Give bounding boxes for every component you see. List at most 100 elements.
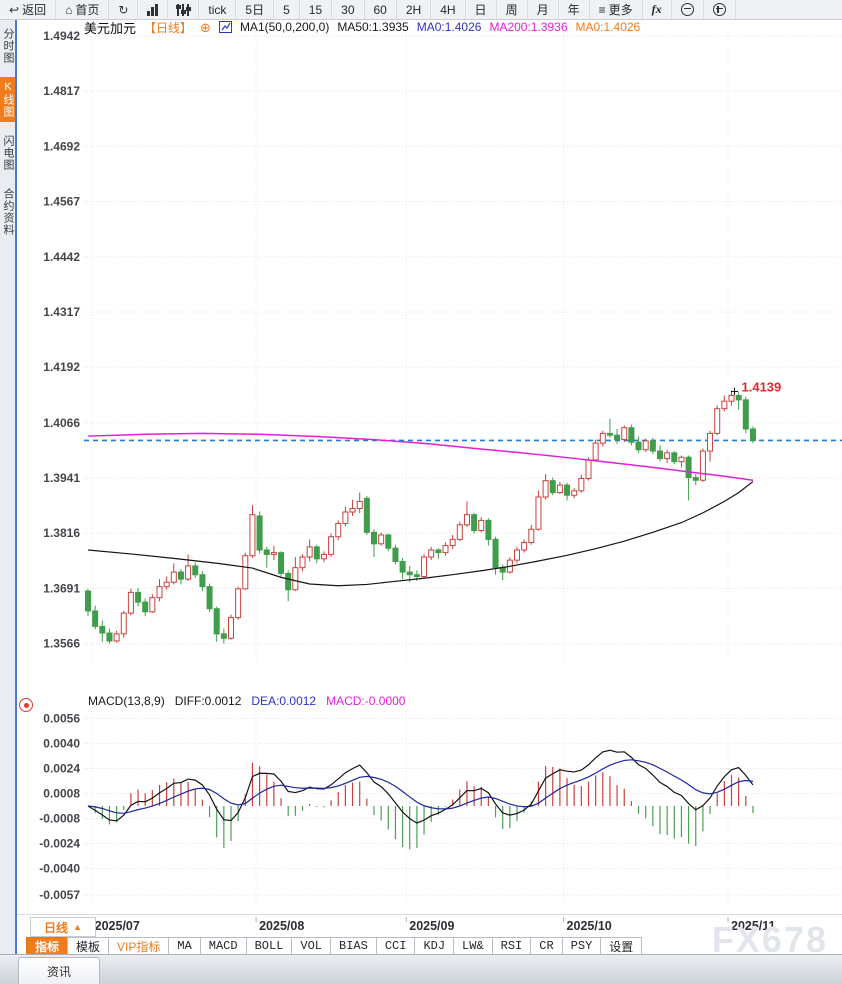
- zoom-out-button[interactable]: [672, 0, 704, 19]
- tab-ma[interactable]: MA: [168, 937, 201, 955]
- zoom-in-button[interactable]: [704, 0, 736, 19]
- refresh-icon: ↻: [118, 2, 129, 17]
- candle-down: [735, 394, 742, 401]
- tab-rsi[interactable]: RSI: [491, 937, 532, 955]
- price-axis-label: 1.4192: [43, 360, 80, 374]
- month-label: 2025/10: [567, 919, 612, 933]
- candle-down: [406, 571, 413, 576]
- candle-down: [614, 434, 621, 441]
- tab-cci[interactable]: CCI: [375, 937, 416, 955]
- formula-button[interactable]: fx: [643, 0, 672, 19]
- timeframe-tick[interactable]: tick: [199, 0, 237, 19]
- more-button[interactable]: ≡ 更多: [590, 0, 643, 19]
- tab-vol[interactable]: VOL: [291, 937, 332, 955]
- tab-boll[interactable]: BOLL: [245, 937, 293, 955]
- timeframe-day[interactable]: 日: [466, 0, 497, 19]
- price-axis-label: 1.3816: [43, 526, 80, 540]
- candle-up: [320, 553, 327, 560]
- candle-up: [342, 511, 349, 524]
- candle-up: [242, 555, 249, 590]
- candle-up: [642, 440, 649, 451]
- candle-up: [249, 514, 256, 557]
- candle-down: [628, 427, 635, 443]
- back-button[interactable]: ↩ 返回: [0, 0, 57, 19]
- ma200-value: MA200:1.3936: [489, 20, 568, 34]
- news-tab[interactable]: 资讯: [18, 957, 100, 984]
- timeframe-4h[interactable]: 4H: [431, 0, 466, 19]
- candle-down: [199, 574, 206, 588]
- tab-vip-indicator[interactable]: VIP指标: [108, 937, 170, 955]
- macd-axis-label: 0.0040: [43, 737, 80, 751]
- price-axis-label: 1.4817: [43, 84, 80, 98]
- indicator-settings-icon[interactable]: [19, 698, 33, 712]
- tab-lw[interactable]: LW&: [453, 937, 493, 955]
- refresh-button[interactable]: ↻: [109, 0, 139, 19]
- symbol-name: 美元加元: [84, 20, 137, 36]
- timeframe-month[interactable]: 月: [528, 0, 559, 19]
- candle-up: [349, 507, 356, 513]
- candle-down: [399, 560, 406, 573]
- macd-axis-label: 0.0056: [43, 712, 80, 726]
- candle-up: [442, 545, 449, 554]
- candle-up: [120, 612, 127, 635]
- tab-macd[interactable]: MACD: [199, 937, 247, 955]
- timeframe-label: 2H: [405, 2, 422, 17]
- candle-up: [356, 500, 363, 509]
- timeframe-60m[interactable]: 60: [365, 0, 397, 19]
- candle-down: [749, 428, 756, 441]
- tab-settings[interactable]: 设置: [600, 937, 643, 955]
- chart-mode-sidebar: 分时图 K线图 闪电图 合约资料: [0, 19, 17, 955]
- indicator-settings-button[interactable]: [168, 0, 200, 19]
- candle-up: [428, 549, 435, 558]
- macd-params-label: MACD(13,8,9): [88, 694, 165, 708]
- candle-up: [578, 477, 585, 492]
- sidebar-item-contract-info[interactable]: 合约资料: [2, 188, 14, 236]
- tab-psy[interactable]: PSY: [561, 937, 602, 955]
- candle-up: [699, 450, 706, 481]
- tab-cr[interactable]: CR: [530, 937, 563, 955]
- bar-chart-icon: [147, 3, 159, 16]
- ma50-value: MA50:1.3935: [337, 20, 409, 34]
- candle-up: [678, 456, 685, 463]
- timeframe-year[interactable]: 年: [559, 0, 590, 19]
- home-button[interactable]: ⌂ 首页: [56, 0, 110, 19]
- ma200-line: [87, 432, 754, 481]
- ma0-orange-value: MA0:1.4026: [575, 20, 641, 34]
- add-to-watchlist-icon[interactable]: ⊕: [200, 19, 211, 35]
- candle-up: [514, 549, 520, 561]
- macd-header: MACD(13,8,9) DIFF:0.0012 DEA:0.0012 MACD…: [88, 694, 405, 708]
- timeframe-5d[interactable]: 5日: [236, 0, 275, 19]
- candle-up: [621, 427, 628, 441]
- candle-up: [270, 552, 277, 555]
- timeframe-week[interactable]: 周: [497, 0, 528, 19]
- timeframe-30m[interactable]: 30: [332, 0, 365, 19]
- candle-up: [163, 581, 170, 588]
- bottom-separator: [15, 914, 842, 915]
- timeframe-2h[interactable]: 2H: [397, 0, 432, 19]
- period-selector-button[interactable]: 日线 ▲: [30, 917, 96, 937]
- chart-type-button[interactable]: [138, 0, 169, 19]
- tab-indicator[interactable]: 指标: [26, 937, 69, 955]
- price-axis-label: 1.3691: [43, 581, 80, 595]
- timeframe-5m[interactable]: 5: [274, 0, 300, 19]
- sidebar-item-time-chart[interactable]: 分时图: [2, 28, 14, 64]
- candle-down: [692, 477, 699, 481]
- candle-down: [492, 538, 499, 569]
- candle-up: [463, 514, 470, 526]
- tab-bias[interactable]: BIAS: [330, 937, 377, 955]
- candle-down: [206, 586, 213, 610]
- price-axis-label: 1.4942: [43, 29, 80, 43]
- timeframe-15m[interactable]: 15: [300, 0, 333, 19]
- candle-up: [585, 459, 592, 479]
- zoom-in-icon: [712, 3, 726, 16]
- sidebar-item-kline-chart[interactable]: K线图: [0, 77, 15, 122]
- tab-kdj[interactable]: KDJ: [414, 937, 455, 955]
- candle-up: [235, 588, 242, 619]
- tab-template[interactable]: 模板: [67, 937, 110, 955]
- ma0-blue-value: MA0:1.4026: [416, 20, 482, 34]
- candles-layer: [85, 390, 756, 644]
- timeframe-label: 5日: [245, 3, 265, 17]
- sidebar-item-lightning-chart[interactable]: 闪电图: [2, 135, 14, 171]
- high-price-label: 1.4139: [742, 380, 782, 395]
